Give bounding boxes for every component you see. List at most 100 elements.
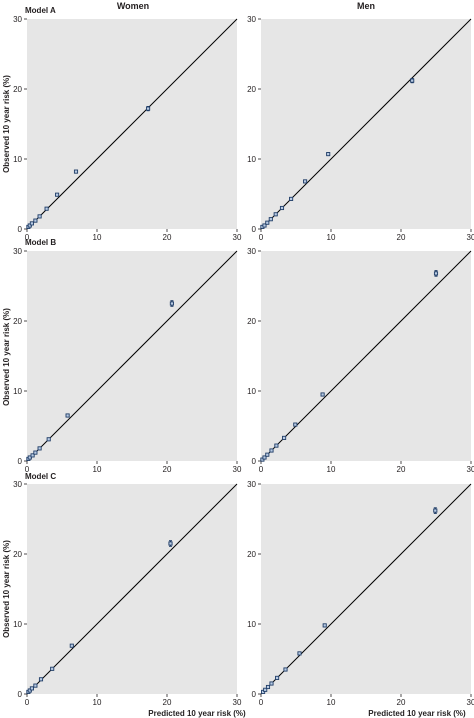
x-tick-label: 0	[259, 233, 264, 242]
data-point	[269, 681, 274, 686]
x-tick-label: 20	[397, 233, 406, 242]
row-title-model-a: Model A	[25, 6, 56, 15]
y-tick-label: 10	[13, 387, 22, 396]
y-axis-label-model-c: Observed 10 year risk (%)	[2, 540, 11, 638]
y-tick-label: 10	[247, 620, 256, 629]
data-point	[33, 218, 38, 223]
x-tick-label: 30	[467, 233, 474, 242]
y-tick-label: 30	[13, 247, 22, 256]
data-point	[433, 508, 438, 513]
y-tick-label: 0	[18, 457, 23, 466]
x-tick-label: 30	[233, 233, 242, 242]
y-tick-label: 20	[13, 550, 22, 559]
reference-line	[26, 250, 238, 462]
data-point	[30, 453, 35, 458]
data-point	[27, 223, 32, 228]
row-title-model-b: Model B	[25, 238, 56, 247]
data-point	[326, 152, 331, 157]
data-point	[274, 443, 279, 448]
y-tick-label: 20	[247, 317, 256, 326]
x-tick-label: 0	[25, 233, 30, 242]
y-tick-label: 30	[13, 480, 22, 489]
data-point	[303, 179, 308, 184]
reference-line	[260, 483, 472, 695]
y-axis-label-model-a: Observed 10 year risk (%)	[2, 75, 11, 173]
data-point	[65, 413, 70, 418]
data-point	[73, 169, 79, 174]
y-tick-label: 30	[247, 480, 256, 489]
x-tick-label: 0	[259, 465, 264, 474]
data-point	[261, 689, 266, 694]
data-point	[275, 675, 280, 680]
data-point	[433, 271, 439, 276]
x-tick-label: 30	[467, 465, 474, 474]
x-tick-label: 20	[397, 698, 406, 707]
data-point	[268, 217, 273, 222]
reference-line	[260, 18, 472, 230]
data-point	[269, 448, 274, 453]
data-point	[262, 223, 267, 228]
data-point	[146, 106, 151, 111]
y-tick-label: 20	[13, 317, 22, 326]
data-point	[46, 437, 51, 442]
data-point	[265, 452, 270, 457]
x-tick-label: 10	[93, 698, 102, 707]
data-point	[265, 220, 270, 225]
data-point	[37, 446, 42, 451]
data-point	[29, 686, 34, 691]
data-point	[279, 205, 285, 211]
data-point	[33, 683, 38, 688]
x-tick-label: 20	[163, 698, 172, 707]
data-point	[293, 422, 298, 427]
x-tick-label: 0	[25, 465, 30, 474]
x-axis-label-women: Predicted 10 year risk (%)	[148, 709, 246, 718]
data-point	[38, 677, 44, 682]
x-tick-label: 10	[327, 465, 336, 474]
panel-model-c-women: 00 10 10 20 20 30 30	[13, 480, 242, 707]
data-point	[320, 392, 325, 397]
y-axis-label-model-b: Observed 10 year risk (%)	[2, 308, 11, 406]
y-tick-label: 0	[252, 225, 257, 234]
data-point	[273, 212, 278, 217]
x-tick-label: 30	[233, 698, 242, 707]
data-point	[297, 651, 302, 656]
data-point	[168, 541, 173, 546]
y-tick-label: 20	[247, 85, 256, 94]
data-point	[260, 457, 265, 462]
y-tick-label: 10	[247, 387, 256, 396]
column-title-women: Women	[117, 1, 149, 11]
x-axis-label-men: Predicted 10 year risk (%)	[368, 709, 466, 718]
y-tick-label: 30	[247, 247, 256, 256]
x-tick-label: 10	[93, 233, 102, 242]
y-tick-label: 10	[13, 155, 22, 164]
data-point	[37, 214, 42, 219]
reference-line	[26, 18, 238, 230]
data-point	[27, 688, 32, 693]
data-point	[33, 450, 38, 455]
data-point	[265, 684, 271, 690]
x-tick-label: 20	[397, 465, 406, 474]
data-point	[27, 455, 32, 460]
y-tick-label: 10	[247, 155, 256, 164]
y-tick-label: 30	[247, 15, 256, 24]
x-tick-label: 30	[467, 698, 474, 707]
y-tick-label: 0	[252, 690, 257, 699]
x-tick-label: 0	[259, 698, 264, 707]
y-tick-label: 20	[13, 85, 22, 94]
y-tick-label: 0	[252, 457, 257, 466]
x-tick-label: 10	[93, 465, 102, 474]
panel-model-b-men: 00 10 10 20 20 30 30	[247, 247, 474, 474]
data-point	[289, 196, 294, 201]
data-point	[169, 301, 174, 306]
data-point	[283, 667, 288, 672]
x-tick-label: 20	[163, 465, 172, 474]
x-tick-label: 0	[25, 698, 30, 707]
data-point	[55, 192, 60, 197]
x-tick-label: 20	[163, 233, 172, 242]
y-tick-label: 20	[247, 550, 256, 559]
data-point	[282, 435, 287, 440]
data-point	[410, 78, 415, 83]
data-point	[50, 666, 55, 671]
data-point	[263, 687, 268, 692]
